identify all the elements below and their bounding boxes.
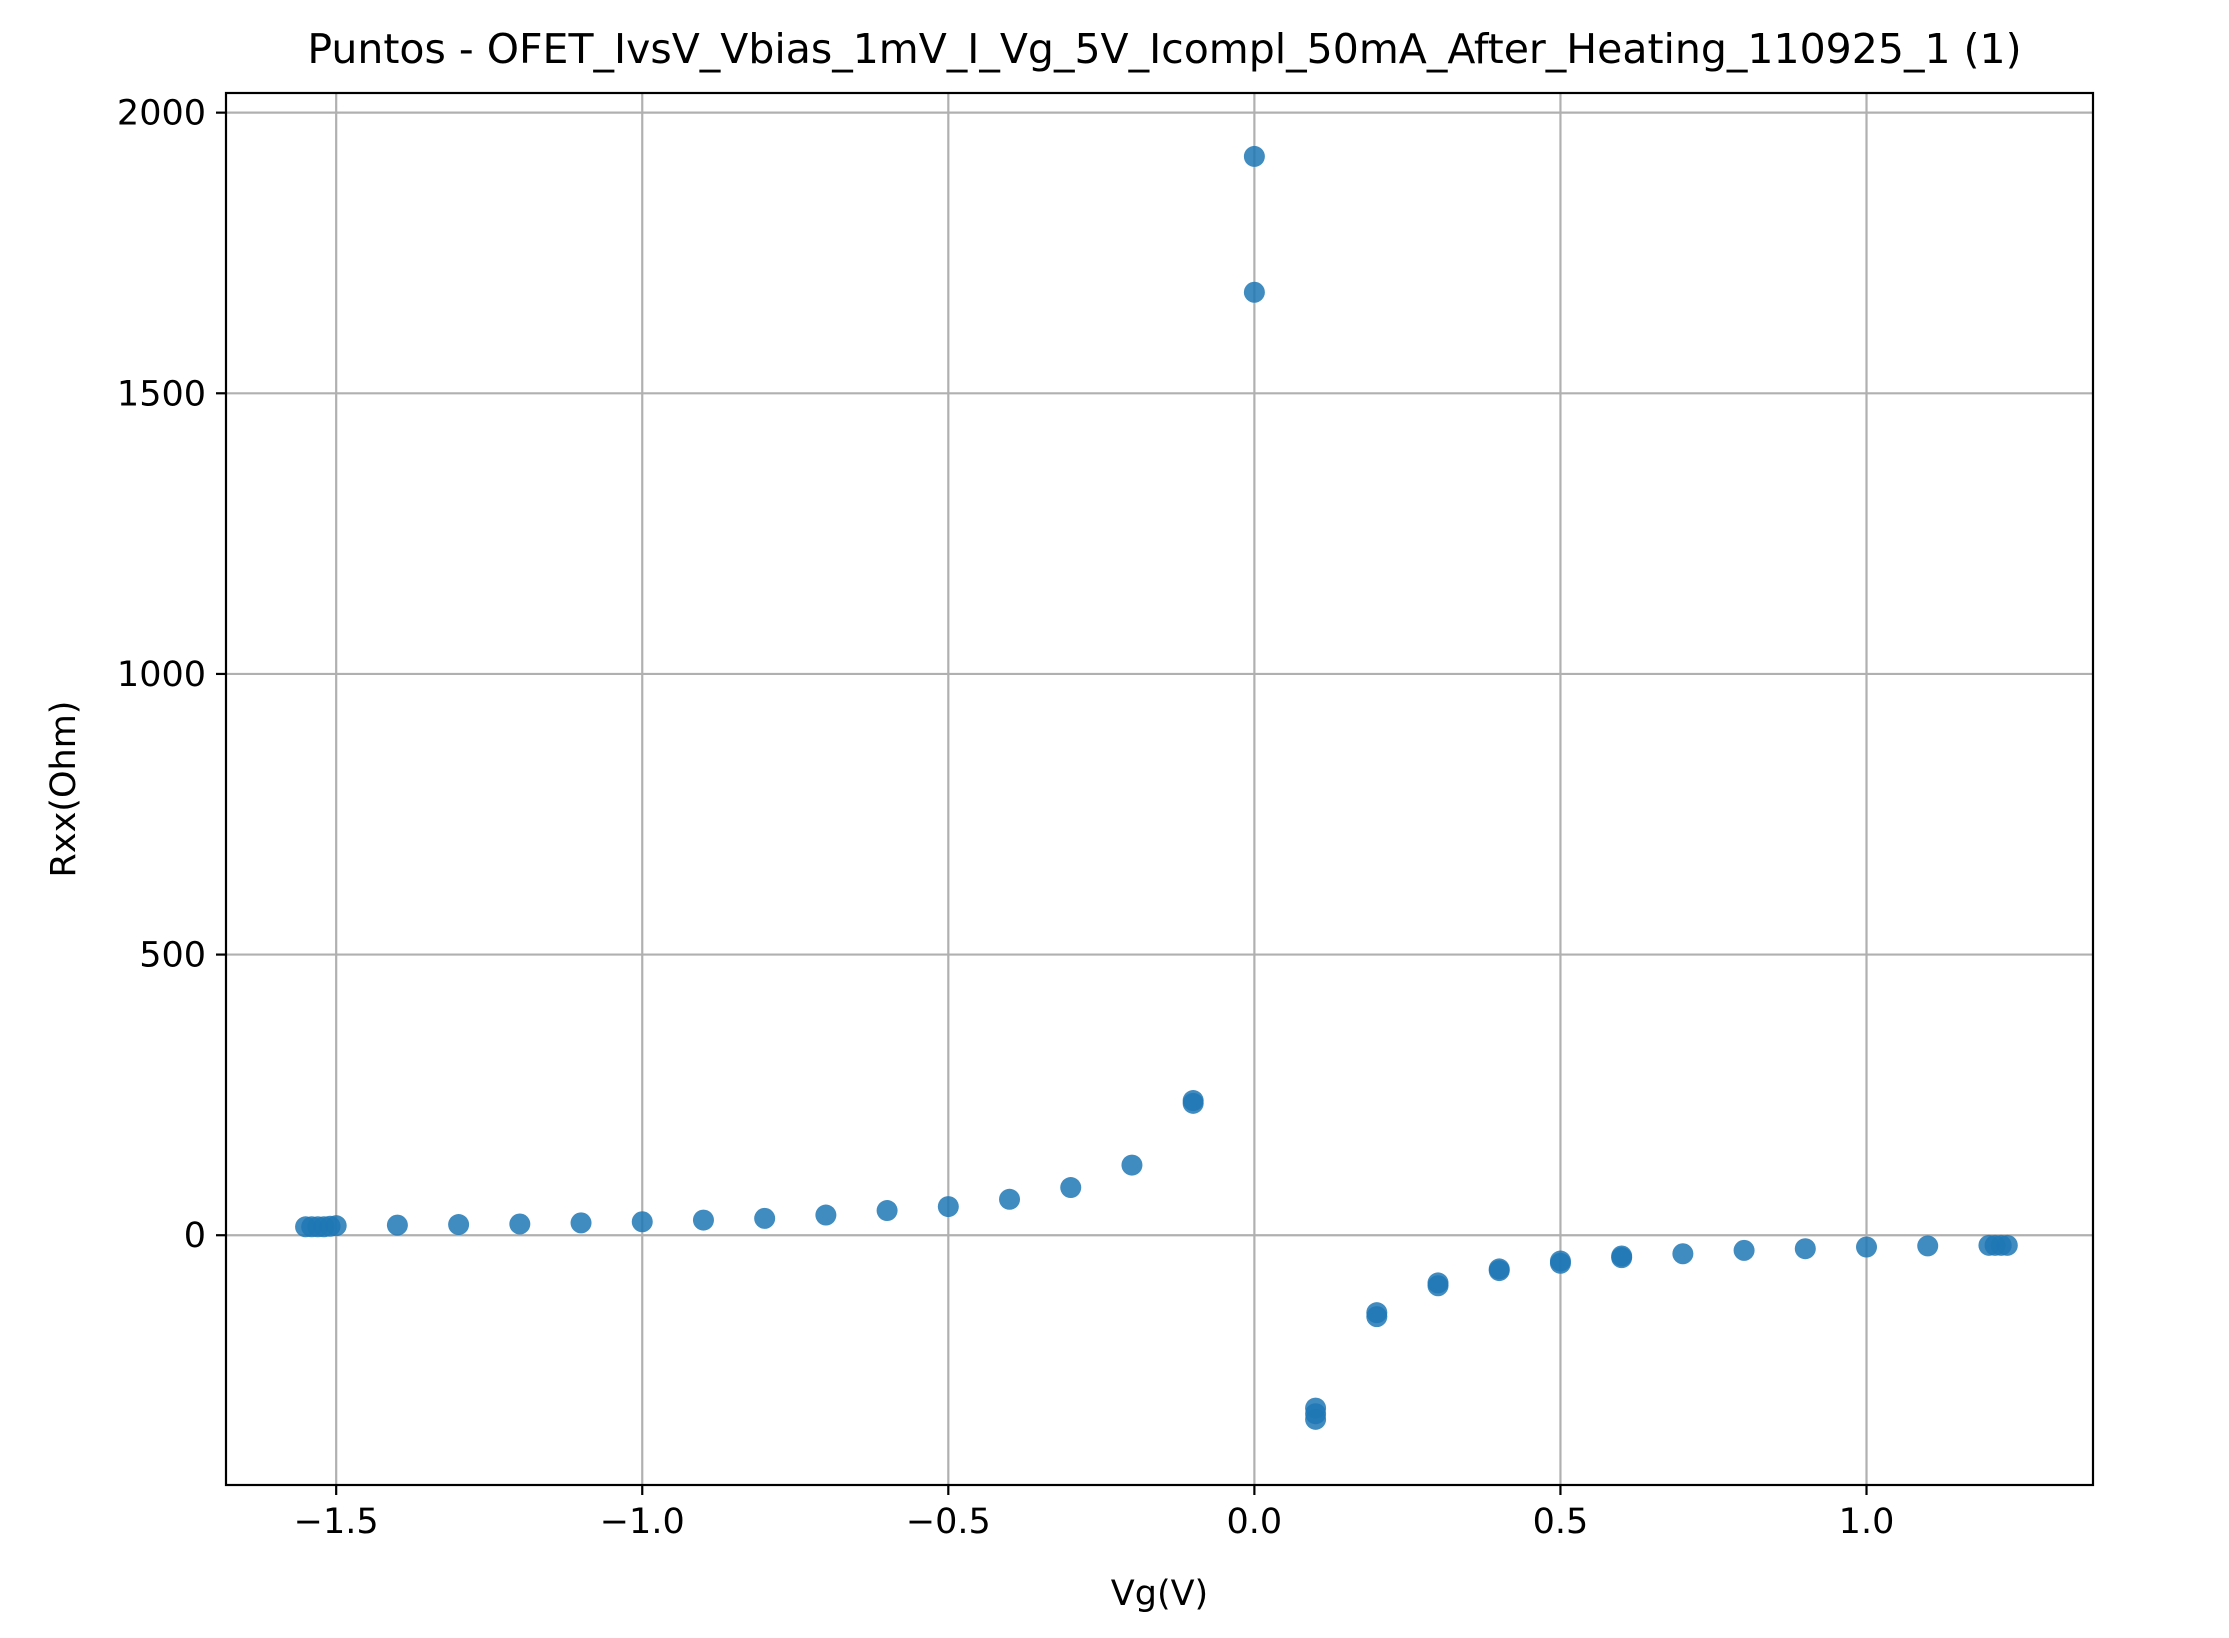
data-point xyxy=(1427,1272,1449,1294)
data-point xyxy=(448,1214,470,1236)
data-point xyxy=(1182,1090,1204,1112)
x-axis-label: Vg(V) xyxy=(1111,1574,1208,1614)
data-point xyxy=(692,1209,714,1231)
data-point xyxy=(754,1207,776,1229)
data-points xyxy=(295,145,2018,1430)
data-point xyxy=(937,1196,959,1218)
y-tick-label: 500 xyxy=(139,936,206,976)
data-point xyxy=(386,1214,408,1236)
y-tick-label: 0 xyxy=(184,1216,206,1256)
data-point xyxy=(999,1188,1021,1210)
x-tick-label: 1.0 xyxy=(1839,1502,1895,1542)
x-tick-label: 0.0 xyxy=(1227,1502,1283,1542)
y-tick-label: 1500 xyxy=(117,374,206,414)
y-tick-label: 1000 xyxy=(117,655,206,695)
data-point xyxy=(1243,145,1265,167)
data-point xyxy=(1305,1397,1327,1419)
x-tick-label: −1.0 xyxy=(600,1502,685,1542)
x-tick-label: −1.5 xyxy=(294,1502,379,1542)
axis-ticks: −1.5 −1.0 −0.5 0.0 0.5 1.0 0 500 1000 1500 2000 xyxy=(117,94,1894,1542)
x-tick-label: 0.5 xyxy=(1533,1502,1589,1542)
data-point xyxy=(1996,1234,2018,1256)
data-point xyxy=(1243,281,1265,303)
y-axis-label: Rxx(Ohm) xyxy=(44,701,84,878)
data-point xyxy=(1366,1302,1388,1324)
data-point xyxy=(1733,1239,1755,1261)
data-point xyxy=(1060,1177,1082,1199)
data-point xyxy=(1611,1245,1633,1267)
data-point xyxy=(1488,1258,1510,1280)
chart-title: Puntos - OFET_IvsV_Vbias_1mV_I_Vg_5V_Ico… xyxy=(307,25,2021,73)
data-point xyxy=(815,1204,837,1226)
data-point xyxy=(325,1215,347,1237)
data-point xyxy=(1121,1154,1143,1176)
data-point xyxy=(570,1212,592,1234)
data-point xyxy=(631,1211,653,1233)
data-point xyxy=(1672,1243,1694,1265)
data-point xyxy=(1917,1235,1939,1257)
x-tick-label: −0.5 xyxy=(906,1502,991,1542)
data-point xyxy=(1549,1250,1571,1272)
grid-lines xyxy=(226,93,2093,1485)
y-tick-label: 2000 xyxy=(117,94,206,134)
data-point xyxy=(1794,1238,1816,1260)
data-point xyxy=(509,1213,531,1235)
data-point xyxy=(1856,1236,1878,1258)
data-point xyxy=(876,1200,898,1222)
plot-frame xyxy=(224,91,2095,1487)
